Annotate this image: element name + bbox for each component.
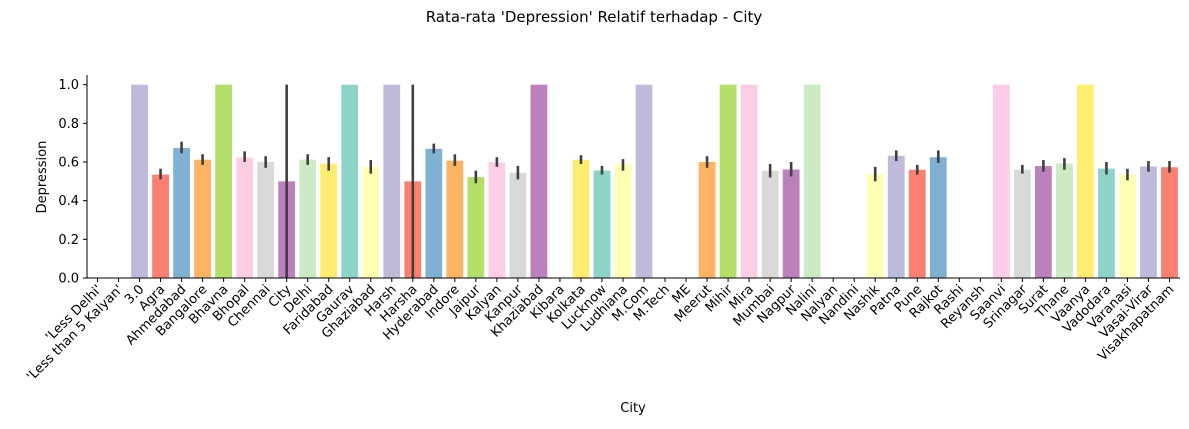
bar [530,84,548,278]
bar [572,159,590,278]
y-tick-label: 0.4 [58,194,79,209]
bar [740,84,758,278]
bar [341,84,359,278]
bar [908,169,926,278]
bar [887,155,905,278]
bar [1098,168,1115,278]
bar [1077,84,1094,278]
bar [131,84,148,278]
bar [173,148,190,278]
bar [1013,169,1031,278]
bar [1119,174,1136,278]
bar [152,174,169,278]
y-tick-label: 0.0 [58,272,79,287]
x-tick-label: 'Less than 5 Kalyan' [24,282,126,384]
bar [782,169,800,278]
bar [425,148,443,278]
bar [803,84,821,278]
bar [1055,163,1073,278]
bar [320,163,338,278]
bar [761,170,779,278]
bar [1034,166,1052,278]
chart-title: Rata-rata 'Depression' Relatif terhadap … [426,8,763,26]
bar [215,84,233,278]
bar [593,170,611,278]
bar [467,177,485,278]
bar [383,84,401,278]
bar [929,157,947,278]
bar [866,174,884,278]
bar [509,172,527,278]
bar [698,162,716,278]
bar [1140,166,1157,278]
bar [614,164,632,278]
bar [257,161,275,278]
bar [446,160,464,278]
bar [194,159,212,278]
bar [299,159,317,278]
y-tick-label: 0.6 [58,156,79,171]
y-tick-label: 0.8 [58,117,79,132]
bar [362,166,380,278]
x-axis-label: City [620,401,646,416]
y-tick-label: 0.2 [58,233,79,248]
y-tick-label: 1.0 [58,78,79,93]
bar [236,157,254,278]
bar [488,162,506,278]
bar [719,84,737,278]
bar [635,84,653,278]
bar [1161,167,1178,278]
plot-area: 0.00.20.40.60.81.0'Less Delhi''Less than… [24,75,1180,385]
y-axis-label: Depression [35,141,50,214]
bar [992,84,1010,278]
